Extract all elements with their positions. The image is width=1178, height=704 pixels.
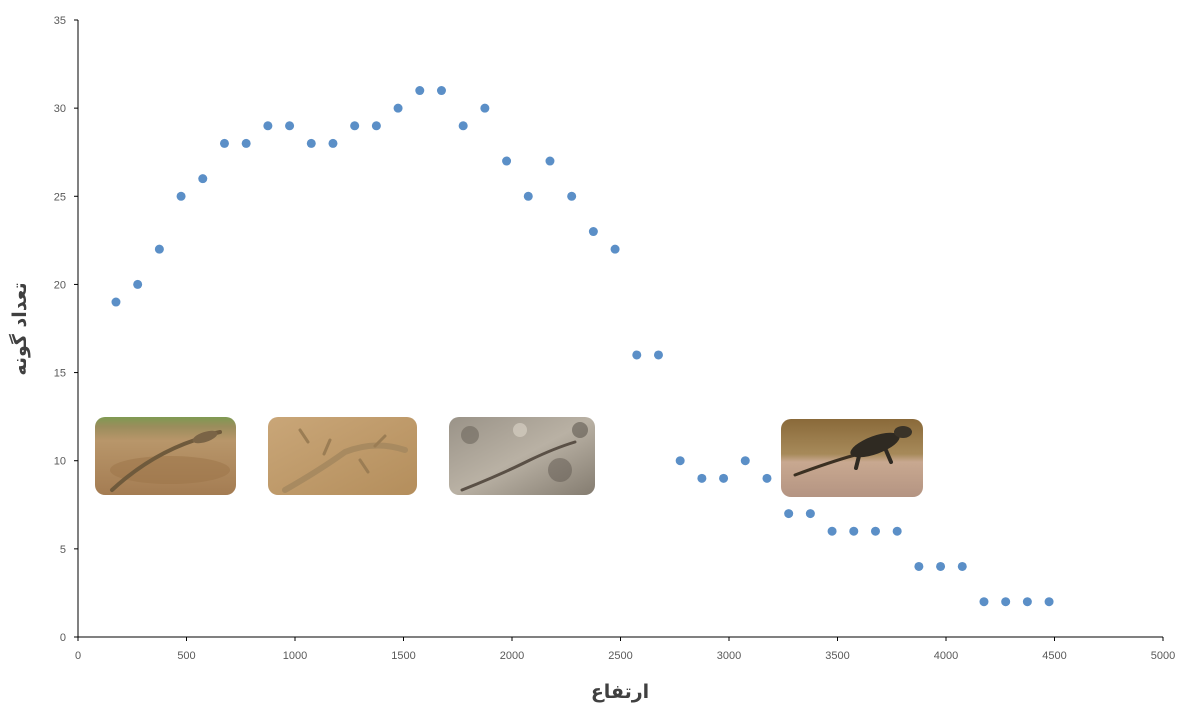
data-point (719, 473, 729, 483)
x-tick-label: 2500 (608, 650, 632, 662)
x-tick-label: 4500 (1042, 650, 1066, 662)
data-point (502, 156, 512, 166)
data-point (263, 121, 273, 131)
x-tick-label: 3500 (825, 650, 849, 662)
y-tick-label: 5 (60, 544, 66, 556)
data-point (936, 561, 946, 571)
data-point (328, 138, 338, 148)
y-tick-label: 30 (54, 103, 66, 115)
data-point (523, 191, 533, 201)
data-point (740, 456, 750, 466)
data-point (1044, 597, 1054, 607)
data-point (154, 244, 164, 254)
data-point (632, 350, 642, 360)
data-point (827, 526, 837, 536)
data-point (784, 509, 794, 519)
data-point (393, 103, 403, 113)
x-axis-ticks: 0 500 1000 1500 2000 2500 3000 3500 4000 4500 5000 (75, 637, 1175, 662)
data-point (545, 156, 555, 166)
x-axis-title: ارتفاع (591, 681, 649, 703)
data-point (892, 526, 902, 536)
data-point (219, 138, 229, 148)
x-tick-label: 500 (177, 650, 195, 662)
data-point (870, 526, 880, 536)
y-tick-label: 25 (54, 191, 66, 203)
y-tick-label: 0 (60, 632, 66, 644)
data-point (567, 191, 577, 201)
data-point (111, 297, 121, 307)
data-point (241, 138, 251, 148)
data-point (979, 597, 989, 607)
data-point (436, 86, 446, 96)
x-tick-label: 5000 (1151, 650, 1175, 662)
lizard-photo-2 (268, 417, 417, 495)
x-tick-label: 0 (75, 650, 81, 662)
x-tick-label: 1500 (391, 650, 415, 662)
data-point (805, 509, 815, 519)
data-points (111, 86, 1054, 607)
data-point (198, 174, 208, 184)
y-axis-title: تعداد گونه (8, 282, 31, 375)
data-point (762, 473, 772, 483)
lizard-photo-4 (781, 419, 923, 497)
data-point (285, 121, 295, 131)
data-point (675, 456, 685, 466)
data-point (697, 473, 707, 483)
data-point (1022, 597, 1032, 607)
data-point (458, 121, 468, 131)
data-point (133, 279, 143, 289)
x-tick-label: 3000 (717, 650, 741, 662)
x-tick-label: 2000 (500, 650, 524, 662)
y-tick-label: 10 (54, 456, 66, 468)
data-point (306, 138, 316, 148)
data-point (371, 121, 381, 131)
data-point (588, 227, 598, 237)
data-point (1001, 597, 1011, 607)
y-tick-label: 35 (54, 15, 66, 27)
y-axis-ticks: 0 5 10 15 20 25 30 35 (54, 15, 78, 644)
data-point (914, 561, 924, 571)
data-point (849, 526, 859, 536)
lizard-photo-3 (449, 417, 595, 495)
data-point (610, 244, 620, 254)
x-tick-label: 4000 (934, 650, 958, 662)
data-point (350, 121, 360, 131)
y-tick-label: 20 (54, 279, 66, 291)
data-point (957, 561, 967, 571)
x-tick-label: 1000 (283, 650, 307, 662)
data-point (653, 350, 663, 360)
data-point (415, 86, 425, 96)
data-point (176, 191, 186, 201)
y-tick-label: 15 (54, 368, 66, 380)
lizard-photo-1 (95, 417, 236, 495)
data-point (480, 103, 490, 113)
